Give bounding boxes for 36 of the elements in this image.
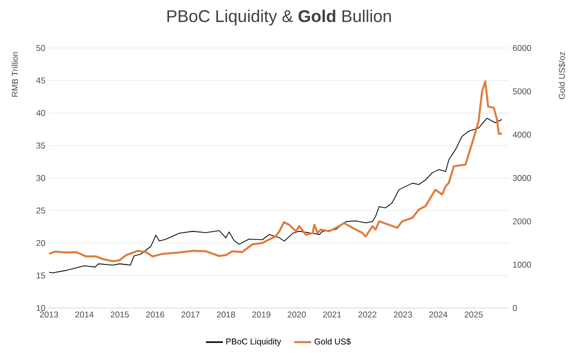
y2-tick-label: 5000 bbox=[512, 88, 532, 94]
x-tick-label: 2017 bbox=[182, 312, 200, 318]
line-series bbox=[49, 118, 502, 274]
legend-label: PBoC Liquidity bbox=[226, 338, 282, 346]
y-tick-label: 30 bbox=[36, 175, 46, 181]
x-tick-label: 2024 bbox=[429, 312, 448, 318]
legend-label: Gold US$ bbox=[314, 338, 351, 346]
y2-axis-title: Gold US$/oz bbox=[558, 52, 566, 100]
y2-tick-label: 3000 bbox=[512, 175, 532, 181]
y-tick-label: 35 bbox=[36, 142, 46, 148]
x-tick-label: 2021 bbox=[323, 312, 342, 318]
x-tick-label: 2019 bbox=[252, 312, 270, 318]
y-tick-label: 10 bbox=[36, 305, 46, 311]
chart-title: PBoC Liquidity & Gold Bullion bbox=[167, 10, 391, 26]
y-tick-label: 20 bbox=[36, 240, 46, 246]
x-tick-label: 2025 bbox=[464, 312, 483, 318]
x-tick-label: 2014 bbox=[75, 312, 94, 318]
x-tick-label: 2015 bbox=[110, 312, 129, 318]
y2-tick-label: 0 bbox=[512, 305, 517, 311]
y-tick-label: 45 bbox=[36, 78, 46, 84]
y-tick-label: 50 bbox=[36, 45, 46, 51]
y-tick-label: 25 bbox=[36, 208, 46, 214]
x-tick-label: 2018 bbox=[216, 312, 235, 318]
x-tick-label: 2020 bbox=[288, 312, 306, 318]
y-tick-label: 15 bbox=[36, 272, 46, 278]
y2-tick-label: 1000 bbox=[513, 262, 532, 268]
y2-tick-label: 6000 bbox=[512, 45, 532, 51]
line-series bbox=[49, 80, 503, 262]
x-tick-label: 2013 bbox=[40, 312, 58, 318]
y2-tick-label: 2000 bbox=[512, 218, 532, 224]
y-axis-title: RMB Trillion bbox=[12, 52, 18, 97]
x-tick-label: 2023 bbox=[394, 312, 412, 318]
y-tick-label: 40 bbox=[36, 110, 46, 116]
x-tick-label: 2022 bbox=[358, 312, 376, 318]
y2-tick-label: 4000 bbox=[512, 132, 532, 138]
x-tick-label: 2016 bbox=[146, 312, 164, 318]
